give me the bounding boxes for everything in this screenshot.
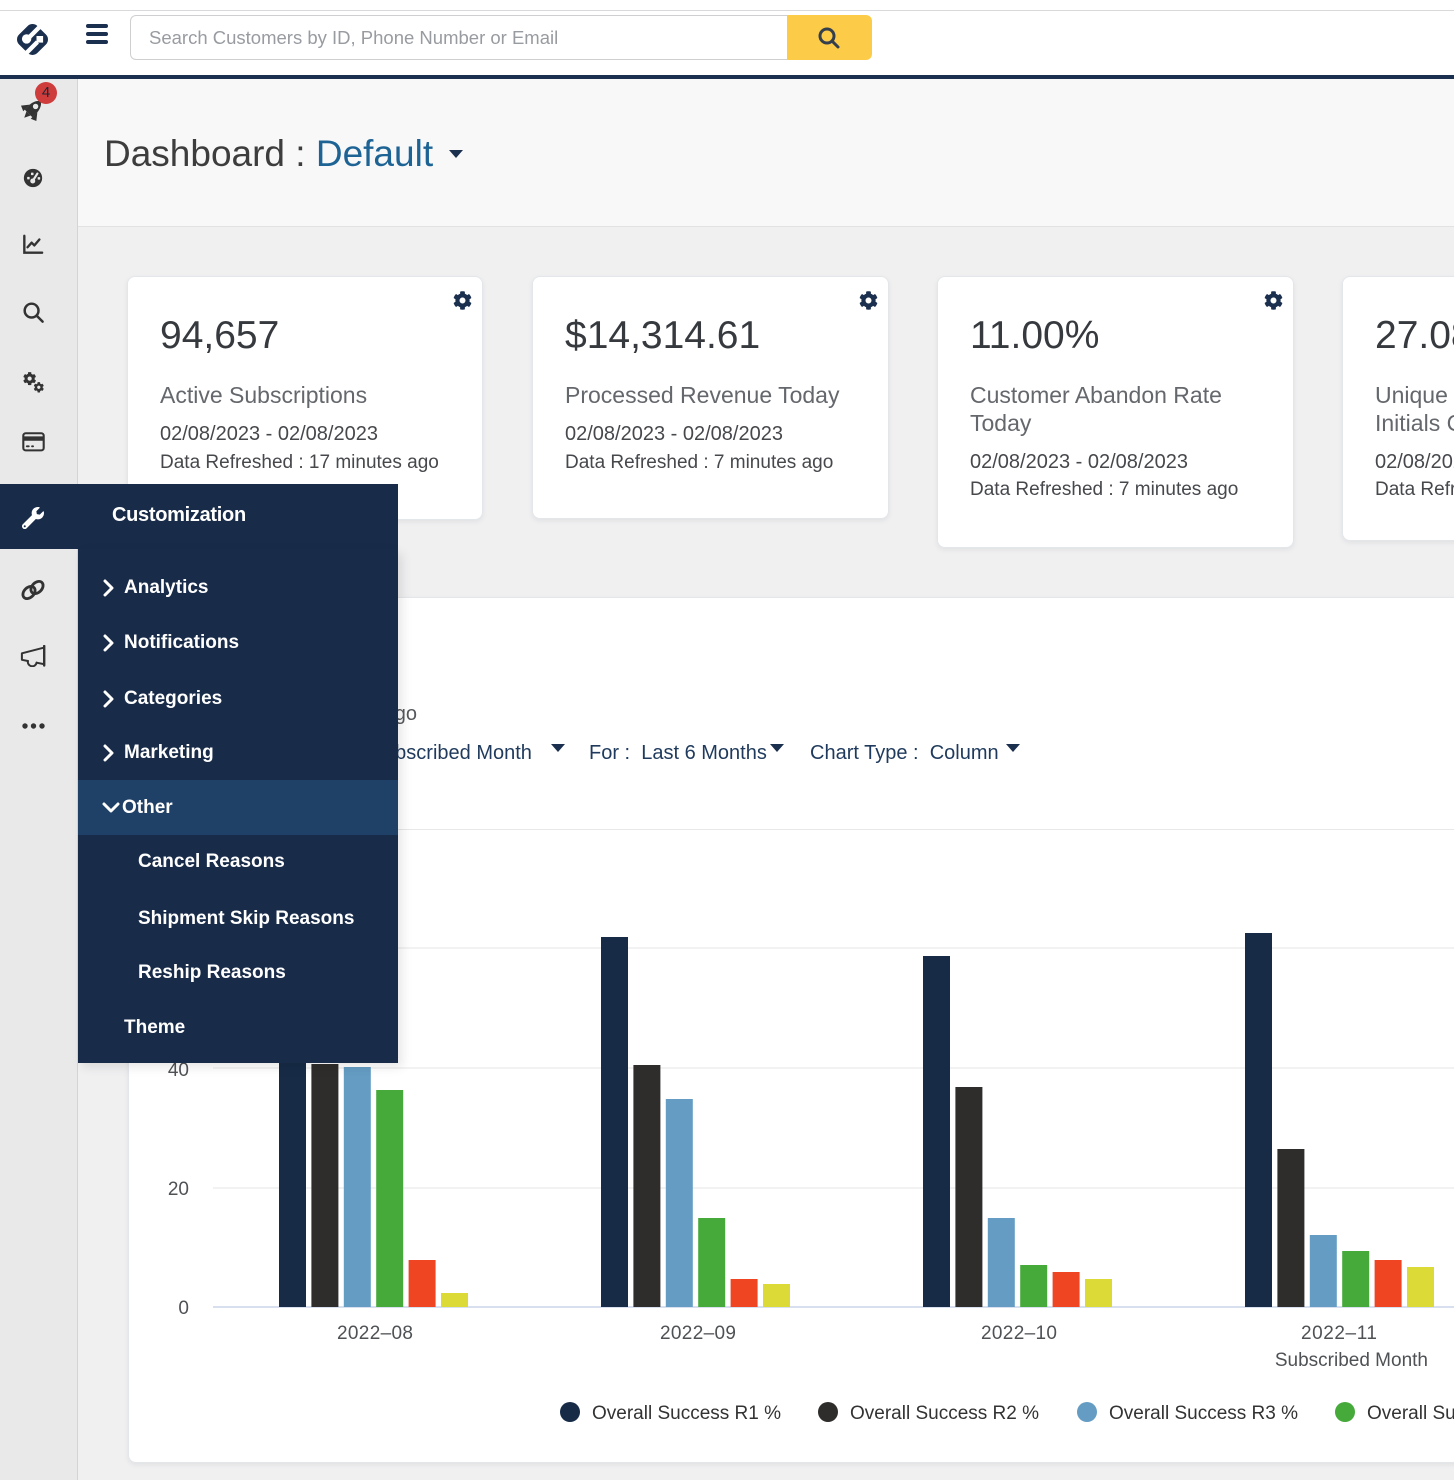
svg-text:2022–08: 2022–08 — [337, 1323, 413, 1344]
svg-text:0: 0 — [178, 1298, 189, 1319]
svg-text:2022–11: 2022–11 — [1301, 1323, 1377, 1344]
svg-text:2022–09: 2022–09 — [660, 1323, 736, 1344]
svg-text:40: 40 — [168, 1060, 189, 1081]
svg-text:Overall Success R2 %: Overall Success R2 % — [850, 1403, 1039, 1424]
svg-text:Overall Success R4 %: Overall Success R4 % — [1367, 1403, 1454, 1424]
svg-text:20: 20 — [168, 1179, 189, 1200]
svg-text:Subscribed Month: Subscribed Month — [1275, 1350, 1428, 1371]
svg-text:2022–10: 2022–10 — [981, 1323, 1057, 1344]
svg-text:Overall Success R1 %: Overall Success R1 % — [592, 1403, 781, 1424]
svg-text:Overall Success R3 %: Overall Success R3 % — [1109, 1403, 1298, 1424]
